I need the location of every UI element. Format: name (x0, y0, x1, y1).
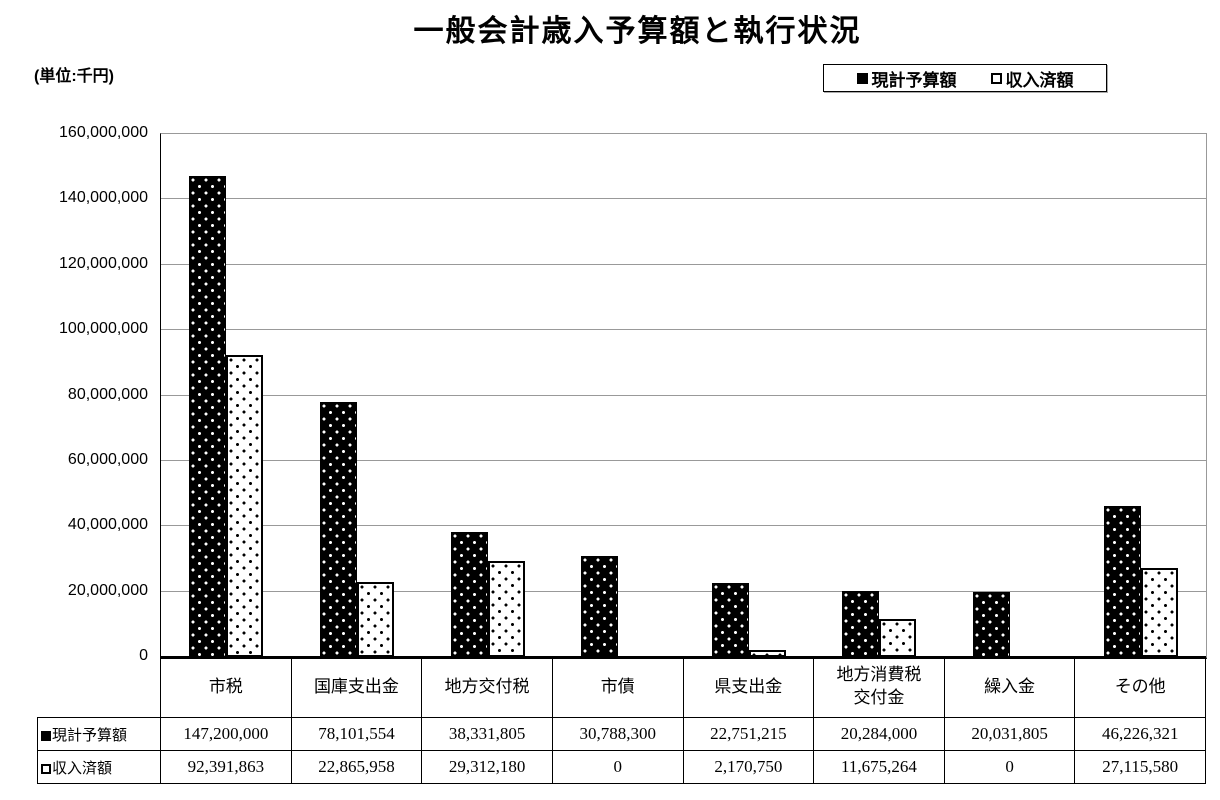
y-axis-tick-label: 140,000,000 (59, 189, 148, 207)
bar-received-0 (226, 355, 264, 657)
legend-label-received: 収入済額 (1005, 70, 1074, 90)
table-row: 収入済額 92,391,863 22,865,958 29,312,180 0 2,170… (37, 750, 1206, 784)
legend-item-budget: 現計予算額 (856, 66, 957, 91)
gridline (161, 263, 1206, 265)
table-header-row: 市税 国庫支出金 地方交付税 市債 県支出金 地方消費税 交付金 繰入金 その他 (38, 656, 1206, 718)
table-cell: 22,865,958 (290, 750, 423, 784)
table-cell: 0 (943, 750, 1076, 784)
bar-budget-2 (450, 532, 488, 657)
bar-budget-4 (711, 583, 749, 657)
column-header: 地方消費税 交付金 (813, 656, 945, 718)
table-cell: 46,226,321 (1074, 717, 1206, 751)
table-cell: 20,031,805 (943, 717, 1076, 751)
bar-received-2 (487, 561, 525, 657)
data-table: 市税 国庫支出金 地方交付税 市債 県支出金 地方消費税 交付金 繰入金 その他 現計予算額 14… (37, 656, 1206, 784)
legend-item-received: 収入済額 (990, 66, 1074, 91)
row-label: 現計予算額 (37, 717, 161, 751)
row-label: 収入済額 (37, 750, 161, 784)
y-axis-tick-label: 80,000,000 (67, 385, 148, 403)
table-corner-cell (38, 657, 161, 718)
gridline (161, 394, 1206, 396)
bar-received-7 (1140, 568, 1178, 657)
column-header: 市債 (551, 656, 684, 718)
column-header: 国庫支出金 (290, 656, 423, 718)
table-cell: 29,312,180 (421, 750, 553, 784)
table-cell: 0 (551, 750, 684, 784)
y-axis-tick-label: 160,000,000 (59, 124, 148, 141)
open-square-icon (990, 72, 1002, 84)
gridline (161, 198, 1206, 200)
chart-title: 一般会計歳入予算額と執行状況 (413, 15, 862, 48)
legend: 現計予算額 収入済額 (823, 64, 1107, 92)
bar-budget-3 (581, 556, 619, 657)
table-cell: 11,675,264 (813, 750, 945, 784)
table-cell: 22,751,215 (682, 717, 815, 751)
y-axis-tick-label: 0 (139, 647, 148, 664)
bar-budget-1 (319, 402, 357, 657)
gridline (161, 525, 1206, 527)
column-header: 地方交付税 (421, 656, 553, 718)
y-axis-tick-label: 60,000,000 (67, 450, 148, 468)
y-axis-tick-label: 100,000,000 (59, 320, 148, 338)
bar-received-5 (879, 619, 917, 657)
table-cell: 30,788,300 (551, 717, 684, 751)
y-axis-tick-label: 20,000,000 (67, 581, 148, 599)
gridline (161, 590, 1206, 592)
unit-label: (単位:千円) (34, 68, 114, 85)
filled-square-icon (856, 72, 868, 84)
table-cell: 92,391,863 (160, 750, 292, 784)
plot-area (160, 133, 1207, 659)
table-cell: 27,115,580 (1074, 750, 1206, 784)
table-cell: 2,170,750 (682, 750, 815, 784)
legend-label-budget: 現計予算額 (871, 70, 957, 90)
column-header: 市税 (160, 656, 292, 718)
bar-received-1 (356, 582, 394, 657)
gridline (161, 329, 1206, 331)
y-axis-tick-label: 120,000,000 (59, 254, 148, 272)
open-square-icon (41, 763, 51, 774)
column-header: その他 (1074, 656, 1206, 718)
column-header: 県支出金 (682, 656, 815, 718)
filled-square-icon (41, 730, 51, 741)
table-cell: 38,331,805 (421, 717, 553, 751)
table-cell: 78,101,554 (290, 717, 423, 751)
table-cell: 147,200,000 (160, 717, 292, 751)
y-axis-tick-label: 40,000,000 (67, 516, 148, 534)
table-row: 現計予算額 147,200,000 78,101,554 38,331,805 30,7… (37, 717, 1206, 751)
bar-budget-6 (973, 592, 1011, 657)
bar-budget-5 (842, 591, 880, 657)
column-header: 繰入金 (943, 656, 1076, 718)
bar-budget-0 (189, 176, 227, 657)
gridline (161, 459, 1206, 461)
table-cell: 20,284,000 (813, 717, 945, 751)
bar-budget-7 (1103, 506, 1141, 657)
